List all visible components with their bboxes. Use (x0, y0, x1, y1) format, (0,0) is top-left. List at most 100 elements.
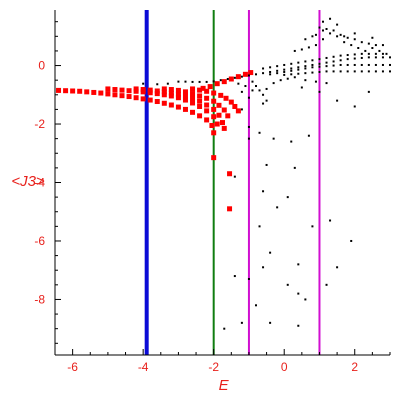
data-point (212, 80, 215, 83)
data-point (227, 206, 233, 212)
data-point (311, 66, 314, 69)
data-point (190, 91, 196, 97)
data-point (237, 82, 240, 85)
data-point (353, 38, 356, 41)
data-point (283, 63, 286, 66)
data-point (360, 56, 363, 59)
data-point (353, 70, 356, 73)
data-point (297, 72, 300, 75)
data-point (336, 266, 339, 269)
data-point (225, 113, 231, 119)
data-point (297, 324, 300, 327)
data-point (367, 56, 370, 59)
data-point (293, 49, 296, 52)
data-point (360, 63, 363, 66)
data-point (226, 78, 229, 80)
x-axis-label: E (219, 377, 230, 394)
data-point (247, 137, 250, 140)
data-point (322, 29, 324, 32)
data-point (265, 87, 268, 90)
data-point (244, 85, 247, 88)
data-point (332, 60, 335, 63)
data-point (140, 96, 146, 102)
data-point (147, 90, 153, 96)
data-point (297, 61, 300, 64)
data-point (311, 59, 314, 62)
data-point (255, 85, 257, 88)
data-point (197, 113, 203, 119)
data-point (221, 79, 227, 85)
data-point (161, 92, 167, 98)
data-point (175, 91, 181, 97)
data-point (353, 57, 356, 60)
data-point (367, 90, 370, 93)
data-point (364, 49, 367, 52)
x-tick-label: -6 (67, 360, 78, 374)
data-point (233, 76, 236, 79)
data-point (304, 38, 307, 41)
data-point (200, 85, 206, 91)
data-point (255, 304, 257, 307)
data-point (314, 80, 317, 83)
data-point (228, 99, 234, 105)
data-point (322, 20, 324, 23)
data-point (142, 82, 145, 85)
data-point (339, 70, 342, 73)
data-point (265, 99, 268, 102)
data-point (336, 35, 339, 38)
data-point (190, 100, 196, 106)
data-point (350, 239, 353, 242)
data-point (269, 321, 272, 324)
data-point (353, 53, 356, 56)
data-point (204, 108, 210, 114)
data-point (325, 61, 328, 64)
data-point (297, 66, 300, 69)
data-point (240, 75, 243, 78)
data-point (300, 48, 303, 51)
data-point (336, 99, 339, 102)
data-point (374, 70, 377, 73)
data-point (360, 70, 363, 73)
data-point (112, 92, 118, 98)
data-point (357, 47, 360, 50)
data-point (374, 63, 377, 66)
data-point (311, 35, 314, 38)
data-point (262, 93, 265, 96)
data-point (175, 104, 181, 110)
data-point (247, 277, 250, 280)
data-point (240, 90, 243, 93)
data-point (258, 225, 261, 228)
data-point (343, 41, 346, 44)
data-point (223, 95, 229, 101)
data-point (182, 97, 188, 103)
data-point (307, 134, 310, 137)
data-point (367, 63, 370, 66)
data-point (205, 80, 208, 83)
data-point (240, 108, 243, 111)
data-point (211, 114, 217, 120)
data-point (297, 68, 300, 71)
data-point (276, 65, 279, 68)
data-point (77, 88, 83, 94)
data-point (126, 88, 132, 94)
y-axis-label: <J3> (11, 173, 45, 190)
data-point (293, 76, 296, 79)
data-point (218, 92, 224, 98)
data-point (290, 73, 293, 76)
data-point (322, 38, 324, 41)
data-point (381, 44, 384, 47)
data-point (219, 79, 222, 82)
data-point (262, 67, 265, 70)
data-point (329, 17, 332, 20)
data-point (346, 70, 349, 73)
data-point (214, 121, 220, 127)
data-point (283, 70, 286, 73)
data-point (269, 73, 272, 76)
data-point (247, 96, 250, 99)
data-point (190, 95, 196, 101)
data-point (154, 91, 160, 97)
data-point (332, 70, 335, 73)
data-point (336, 23, 339, 26)
data-point (325, 65, 328, 68)
data-point (211, 130, 217, 136)
